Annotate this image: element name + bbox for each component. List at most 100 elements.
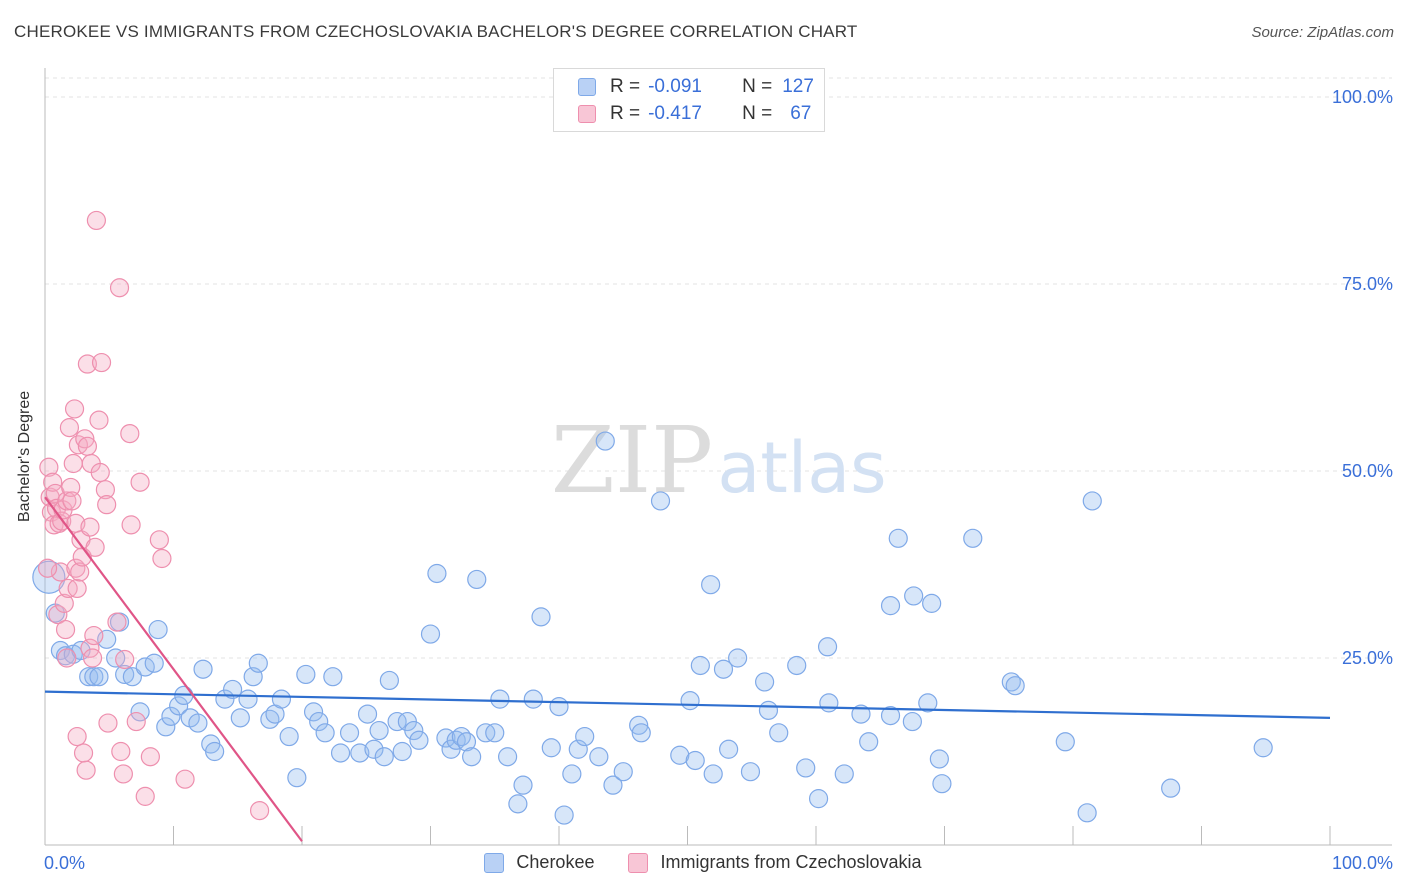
czech-point: [82, 648, 103, 668]
czech-point: [50, 562, 71, 582]
cherokee-point: [851, 704, 871, 724]
cherokee-point: [315, 723, 335, 743]
cherokee-n-value: 127: [782, 76, 814, 97]
czech-point: [140, 747, 160, 767]
cherokee-point: [1077, 803, 1097, 823]
watermark-atlas: atlas: [717, 427, 886, 509]
chart-title: CHEROKEE VS IMMIGRANTS FROM CZECHOSLOVAK…: [14, 22, 858, 41]
cherokee-point: [603, 775, 623, 795]
cherokee-point: [819, 693, 839, 713]
czech-point: [249, 800, 270, 821]
czech-point: [149, 530, 169, 550]
series-legend: Cherokee Immigrants from Czechoslovakia: [0, 852, 1406, 873]
cherokee-point: [188, 713, 208, 733]
czech-point: [126, 711, 146, 732]
n-label: N =: [742, 103, 773, 124]
cherokee-point: [115, 664, 135, 685]
czech-point: [75, 429, 95, 449]
czech-point: [77, 436, 98, 456]
cherokee-point: [728, 648, 748, 668]
cherokee-point: [719, 739, 739, 759]
cherokee-point: [462, 747, 482, 767]
axes: [44, 68, 1392, 846]
cherokee-point: [575, 726, 595, 747]
y-tick-label-75: 75.0%: [1342, 274, 1393, 294]
cherokee-point: [595, 431, 615, 451]
y-tick-label-25: 25.0%: [1342, 648, 1393, 668]
czech-point: [84, 625, 104, 646]
cherokee-point: [357, 704, 378, 724]
cherokee-point: [1161, 778, 1181, 798]
cherokee-point: [703, 764, 723, 784]
cherokee-trend-line: [44, 690, 1331, 719]
cherokee-point: [420, 624, 441, 644]
cherokee-point: [364, 739, 384, 759]
cherokee-swatch: [578, 78, 596, 96]
czech-point: [37, 558, 58, 578]
cherokee-point: [523, 689, 543, 709]
cherokee-point: [549, 697, 569, 717]
cherokee-point: [859, 732, 879, 752]
czech-point: [175, 769, 195, 789]
czech-r-value: -0.417: [648, 103, 702, 124]
legend-row-cherokee: R = -0.091 N = 127: [578, 74, 814, 100]
cherokee-point: [808, 789, 829, 809]
cherokee-point: [963, 528, 983, 548]
cherokee-point: [485, 723, 505, 743]
cherokee-point: [193, 659, 213, 679]
cherokee-point: [554, 805, 574, 825]
cherokee-point: [922, 593, 942, 613]
cherokee-points: [32, 431, 1273, 825]
czech-point: [63, 453, 83, 474]
legend-item-cherokee[interactable]: Cherokee: [484, 852, 594, 873]
czech-point: [70, 562, 90, 582]
czech-point: [54, 593, 74, 613]
watermark-zip: ZIP: [551, 407, 713, 514]
cherokee-point: [1055, 732, 1075, 752]
watermark: ZIP atlas: [551, 407, 887, 514]
czech-point: [48, 605, 68, 625]
cherokee-point: [904, 586, 924, 606]
cherokee-point: [796, 758, 816, 778]
czech-point: [73, 743, 94, 763]
cherokee-point: [409, 730, 429, 750]
czech-point: [67, 578, 87, 599]
czech-point: [91, 352, 112, 373]
correlation-legend: R = -0.091 N = 127 R = -0.417 N = 67: [553, 68, 825, 132]
czech-point: [111, 741, 131, 762]
cherokee-point: [690, 655, 710, 676]
x-tick-label-min: 0.0%: [44, 853, 85, 873]
cherokee-point: [260, 709, 280, 729]
czech-point: [39, 457, 59, 477]
cherokee-point: [238, 689, 258, 709]
czech-point: [109, 278, 130, 298]
trend-lines: [44, 496, 1331, 842]
czech-point: [89, 410, 109, 430]
x-tick-label-max: 100.0%: [1332, 853, 1393, 873]
cherokee-point: [427, 563, 447, 584]
cherokee-point: [1082, 491, 1102, 511]
cherokee-point: [513, 775, 533, 795]
cherokee-point: [467, 569, 487, 590]
czech-point: [113, 764, 133, 784]
czech-point: [57, 648, 77, 668]
cherokee-point: [680, 691, 700, 711]
cherokee-point: [787, 655, 807, 676]
legend-item-czech[interactable]: Immigrants from Czechoslovakia: [628, 852, 922, 873]
n-label: N =: [742, 76, 773, 97]
cherokee-point: [350, 743, 370, 763]
cherokee-point: [392, 741, 412, 762]
cherokee-point: [456, 732, 477, 752]
cherokee-point: [79, 667, 99, 687]
r-label: R =: [610, 103, 641, 124]
cherokee-point: [758, 700, 779, 720]
czech-legend-swatch: [628, 852, 649, 873]
czech-point: [121, 515, 141, 535]
czech-points: [37, 210, 270, 821]
cherokee-point: [740, 762, 761, 782]
czech-point: [76, 760, 96, 780]
cherokee-point: [1001, 672, 1021, 692]
cherokee-point: [880, 596, 901, 616]
cherokee-point: [929, 749, 949, 769]
